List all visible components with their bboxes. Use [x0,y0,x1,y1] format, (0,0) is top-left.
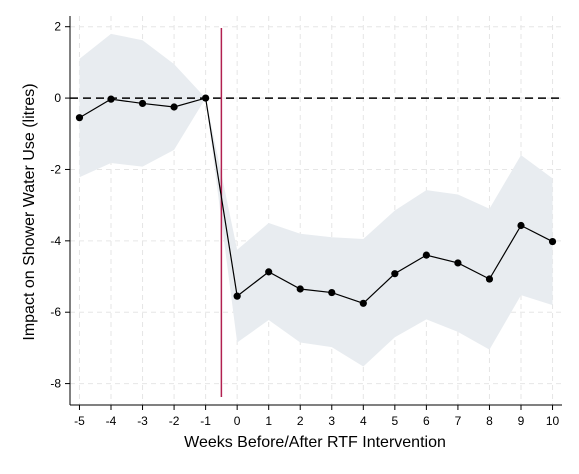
x-tick-label: -2 [169,414,180,428]
y-axis-title: Impact on Shower Water Use (litres) [21,83,38,340]
confidence-band-group [79,33,553,367]
data-point [138,99,147,108]
x-tick-label: 1 [265,414,272,428]
data-point [202,94,210,102]
x-axis-title: Weeks Before/After RTF Intervention [184,434,446,451]
tick-labels: -5 -4 -3 -2 -1 0 1 2 3 4 5 6 7 8 9 10 2 0 -2 -4 -6 -8 [50,20,559,428]
y-tick-label: -2 [50,162,61,176]
y-tick-label: -4 [50,234,61,248]
y-tick-label: -6 [50,305,61,319]
x-tick-label: 3 [328,414,335,428]
data-point [75,114,84,122]
x-tick-label: -4 [106,414,117,428]
x-tick-label: -3 [137,414,148,428]
data-point [548,237,557,246]
x-tick-label: 6 [423,414,430,428]
x-tick-label: -1 [200,414,211,428]
y-tick-label: 2 [54,20,61,34]
data-point [265,268,273,276]
x-tick-label: 0 [234,414,241,428]
x-tick-label: 2 [297,414,304,428]
data-point [517,221,525,230]
data-point [391,270,399,278]
y-tick-label: 0 [54,91,61,105]
confidence-band [79,33,553,367]
data-point [107,95,115,103]
data-point [170,103,178,111]
x-tick-label: 4 [360,414,367,428]
y-tick-label: -8 [50,377,61,391]
data-point [422,251,430,259]
series-line [79,97,553,304]
series-group [75,94,557,307]
x-tick-label: 5 [392,414,399,428]
x-tick-label: 10 [546,414,560,428]
axes [65,16,562,410]
data-point [233,292,241,300]
reference-lines [70,28,562,397]
data-point [454,259,462,267]
x-tick-label: 7 [455,414,462,428]
data-point [296,285,304,293]
x-tick-label: 8 [486,414,493,428]
x-tick-label: -5 [74,414,85,428]
data-point [359,299,367,307]
x-tick-label: 9 [518,414,525,428]
data-point [328,288,336,297]
data-point [485,275,494,283]
